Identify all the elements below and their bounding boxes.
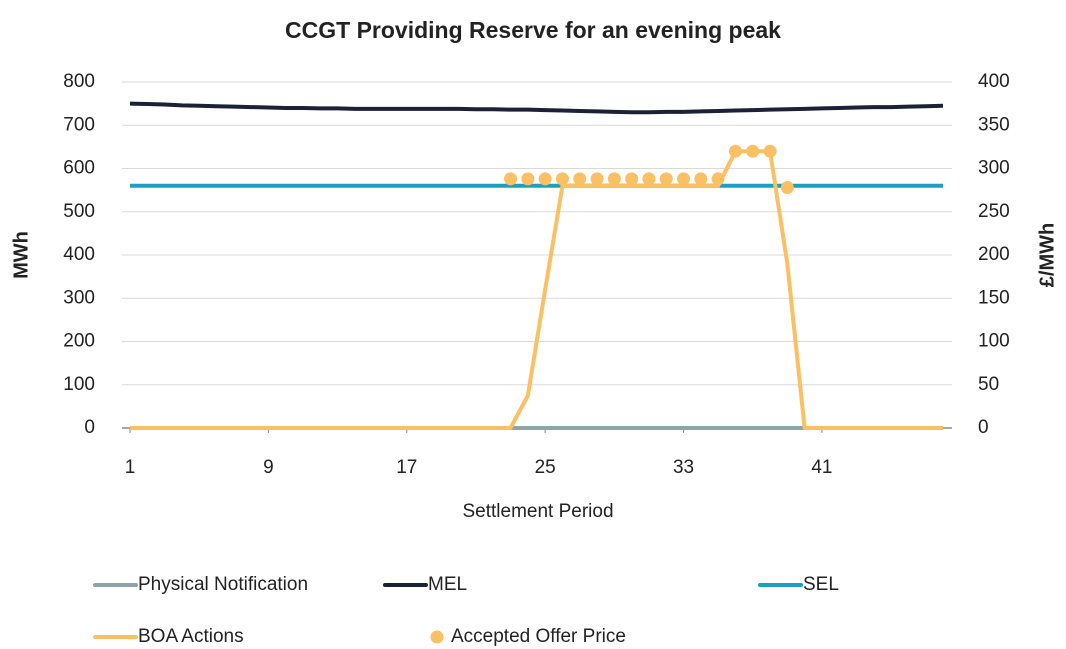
y2-tick-label: 100 <box>978 331 1010 352</box>
y-tick-label: 0 <box>84 417 95 438</box>
y-tick-label: 200 <box>63 331 95 352</box>
y2-axis-label: £/MWh <box>1036 223 1058 287</box>
data-point <box>590 172 604 186</box>
legend-label: MEL <box>428 574 467 595</box>
y2-tick-label: 0 <box>978 417 989 438</box>
x-tick-label: 1 <box>125 457 136 478</box>
y-tick-label: 700 <box>63 114 95 135</box>
data-point <box>607 172 621 186</box>
y2-tick-label: 250 <box>978 201 1010 222</box>
x-tick-label: 17 <box>396 457 417 478</box>
y-tick-label: 800 <box>63 71 95 92</box>
y-tick-label: 400 <box>63 244 95 265</box>
y2-tick-label: 200 <box>978 244 1010 265</box>
data-point <box>625 172 639 186</box>
y2-tick-label: 50 <box>978 374 999 395</box>
legend-label: Accepted Offer Price <box>451 626 626 647</box>
legend-label: BOA Actions <box>138 626 244 647</box>
y2-tick-label: 400 <box>978 71 1010 92</box>
x-tick-label: 25 <box>535 457 556 478</box>
legend-marker <box>430 630 444 644</box>
x-tick-label: 9 <box>263 457 274 478</box>
y-tick-label: 300 <box>63 287 95 308</box>
data-point <box>521 172 535 186</box>
data-point <box>504 172 518 186</box>
legend-label: Physical Notification <box>138 574 308 595</box>
data-point <box>728 144 742 158</box>
data-point <box>694 172 708 186</box>
data-point <box>555 172 569 186</box>
y-tick-label: 500 <box>63 201 95 222</box>
series-line <box>129 101 944 115</box>
data-point <box>677 172 691 186</box>
x-tick-label: 41 <box>811 457 832 478</box>
data-point <box>780 181 794 195</box>
data-point <box>746 144 760 158</box>
chart-title: CCGT Providing Reserve for an evening pe… <box>285 17 781 43</box>
data-point <box>711 172 725 186</box>
x-tick-label: 33 <box>673 457 694 478</box>
y-tick-label: 100 <box>63 374 95 395</box>
data-point <box>763 144 777 158</box>
legend-label: SEL <box>803 574 839 595</box>
data-point <box>573 172 587 186</box>
data-point <box>538 172 552 186</box>
y-tick-label: 600 <box>63 158 95 179</box>
y2-tick-label: 150 <box>978 287 1010 308</box>
y-axis-label: MWh <box>10 231 32 279</box>
x-axis-label: Settlement Period <box>462 501 613 522</box>
y2-tick-label: 350 <box>978 114 1010 135</box>
data-point <box>659 172 673 186</box>
data-point <box>642 172 656 186</box>
series-line <box>130 149 943 430</box>
y2-tick-label: 300 <box>978 158 1010 179</box>
